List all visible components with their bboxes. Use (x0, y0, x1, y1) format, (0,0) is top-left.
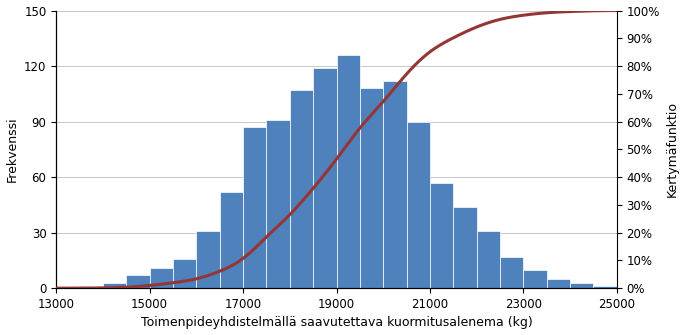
Bar (523, 270, 547, 288)
Bar (220, 192, 243, 288)
Bar (290, 90, 313, 288)
Bar (196, 231, 220, 288)
Bar (430, 183, 453, 288)
Bar (453, 207, 477, 288)
Bar (594, 286, 617, 288)
Bar (267, 120, 290, 288)
Bar (547, 279, 570, 288)
Bar (243, 127, 267, 288)
Bar (173, 259, 196, 288)
Bar (313, 68, 337, 288)
Bar (103, 283, 127, 288)
Bar (150, 268, 173, 288)
Bar (383, 81, 406, 288)
Y-axis label: Kertymäfunktio: Kertymäfunktio (666, 102, 679, 197)
Bar (570, 283, 594, 288)
Bar (477, 231, 500, 288)
Bar (500, 257, 523, 288)
Bar (406, 122, 430, 288)
Bar (79, 286, 103, 288)
Bar (127, 275, 150, 288)
X-axis label: Toimenpideyhdistelmällä saavutettava kuormitusalenema (kg): Toimenpideyhdistelmällä saavutettava kuo… (141, 317, 532, 329)
Bar (337, 55, 360, 288)
Y-axis label: Frekvenssi: Frekvenssi (5, 117, 18, 182)
Bar (360, 88, 383, 288)
